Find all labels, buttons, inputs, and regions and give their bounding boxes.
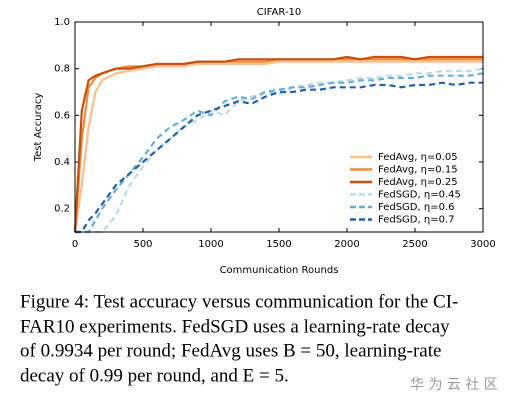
caption-line: Figure 4: Test accuracy versus communica… xyxy=(20,291,458,312)
chart-title: CIFAR-10 xyxy=(257,7,301,18)
legend-label: FedSGD, η=0.7 xyxy=(378,215,454,226)
series-line xyxy=(73,60,483,233)
plot-frame xyxy=(74,21,484,233)
x-tick-label: 2000 xyxy=(334,239,359,250)
x-axis-label: Communication Rounds xyxy=(220,265,339,276)
series-line xyxy=(75,72,484,234)
y-tick-label: 0.4 xyxy=(54,157,70,168)
caption-line: FAR10 experiments. FedSGD uses a learnin… xyxy=(20,316,450,337)
legend-label: FedAvg, η=0.25 xyxy=(378,177,458,188)
y-tick-label: 0.2 xyxy=(54,204,70,215)
x-tick-label: 0 xyxy=(72,239,78,250)
y-tick-label: 0.8 xyxy=(54,64,70,75)
legend-label: FedAvg, η=0.05 xyxy=(378,152,458,163)
series-line xyxy=(75,67,484,234)
legend-label: FedAvg, η=0.15 xyxy=(378,165,458,176)
x-tick-label: 1500 xyxy=(266,239,291,250)
watermark: 华 为 云 社 区 xyxy=(410,377,498,393)
x-tick-label: 500 xyxy=(133,239,152,250)
y-tick-label: 0.6 xyxy=(54,110,70,121)
legend-label: FedSGD, η=0.45 xyxy=(378,190,461,201)
series-line xyxy=(75,81,483,234)
caption-line: decay of 0.99 per round, and E = 5. xyxy=(20,365,289,386)
series-line xyxy=(73,55,483,233)
y-axis-label: Test Accuracy xyxy=(33,93,44,163)
caption-line: of 0.9934 per round; FedAvg uses B = 50,… xyxy=(20,340,441,361)
x-tick-label: 3000 xyxy=(470,239,495,250)
x-tick-label: 1000 xyxy=(198,239,223,250)
legend-label: FedSGD, η=0.6 xyxy=(378,202,454,213)
y-tick-label: 1.0 xyxy=(54,17,70,28)
x-tick-label: 2500 xyxy=(402,239,427,250)
